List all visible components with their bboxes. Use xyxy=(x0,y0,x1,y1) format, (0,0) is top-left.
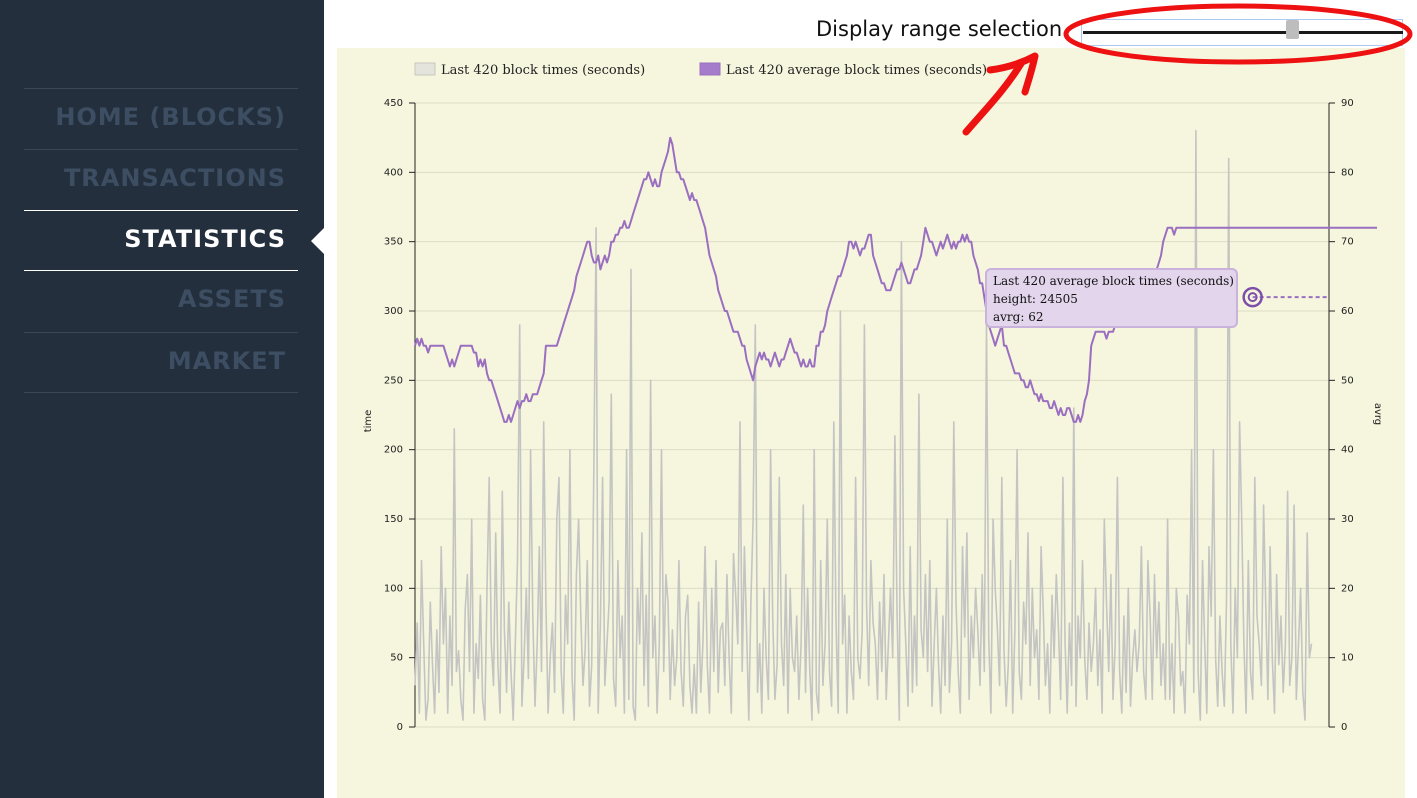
y2-tick-label: 30 xyxy=(1341,514,1354,525)
y2-tick-label: 50 xyxy=(1341,375,1354,386)
nav-item-label: MARKET xyxy=(167,347,286,375)
y-axis-title-time: time xyxy=(363,410,374,433)
block-times-chart[interactable]: 0 50 100 150 200 250 300 350 400 450 0 10 20 30 40 50 60… xyxy=(337,48,1405,798)
y2-tick-label: 0 xyxy=(1341,722,1347,733)
hover-marker-ring xyxy=(1242,286,1263,308)
y-tick-label: 100 xyxy=(384,583,403,594)
y-tick-label: 350 xyxy=(384,237,403,248)
legend-swatch-block-times[interactable] xyxy=(414,62,436,76)
hover-marker-dot xyxy=(1247,292,1258,303)
y2-tick-label: 20 xyxy=(1341,583,1354,594)
y-tick-label: 50 xyxy=(390,653,403,664)
y-tick-label: 400 xyxy=(384,167,403,178)
nav-item-label: TRANSACTIONS xyxy=(63,164,286,192)
nav-item-label: ASSETS xyxy=(177,285,286,313)
range-slider-thumb[interactable] xyxy=(1285,20,1299,39)
nav-item-transactions[interactable]: TRANSACTIONS xyxy=(24,149,298,210)
nav-item-label: STATISTICS xyxy=(124,225,286,253)
nav-item-label: HOME (BLOCKS) xyxy=(55,103,286,131)
tooltip-series-name: Last 420 average block times (seconds) xyxy=(993,274,1234,288)
nav-item-market[interactable]: MARKET xyxy=(24,332,298,393)
y-tick-label: 300 xyxy=(384,306,403,317)
tooltip-height: height: 24505 xyxy=(993,292,1078,306)
tooltip-avrg: avrg: 62 xyxy=(993,310,1044,324)
legend-label-average-block-times[interactable]: Last 420 average block times (seconds) xyxy=(726,63,987,78)
main-nav: HOME (BLOCKS) TRANSACTIONS STATISTICS AS… xyxy=(24,88,298,393)
y2-tick-label: 90 xyxy=(1341,98,1354,109)
y-tick-label: 250 xyxy=(384,375,403,386)
y2-axis-title-avrg: avrg xyxy=(1372,403,1383,425)
nav-item-home-blocks[interactable]: HOME (BLOCKS) xyxy=(24,88,298,149)
y2-tick-label: 40 xyxy=(1341,445,1354,456)
series-line-average-block-times[interactable] xyxy=(414,136,1377,423)
range-selection-label: Display range selection. xyxy=(816,17,1069,41)
y2-tick-label: 80 xyxy=(1341,167,1354,178)
y2-tick-label: 70 xyxy=(1341,237,1354,248)
legend-label-block-times[interactable]: Last 420 block times (seconds) xyxy=(441,63,645,78)
active-nav-pointer xyxy=(311,228,324,254)
series-line-block-times[interactable] xyxy=(414,129,1313,721)
nav-item-assets[interactable]: ASSETS xyxy=(24,271,298,332)
y-tick-label: 200 xyxy=(384,445,403,456)
range-slider-track[interactable] xyxy=(1083,31,1403,34)
nav-item-statistics[interactable]: STATISTICS xyxy=(24,210,298,271)
y-tick-label: 450 xyxy=(384,98,403,109)
sidebar: HOME (BLOCKS) TRANSACTIONS STATISTICS AS… xyxy=(0,0,324,798)
y2-tick-label: 10 xyxy=(1341,653,1354,664)
legend-swatch-average-block-times[interactable] xyxy=(699,62,721,76)
y-tick-label: 0 xyxy=(397,722,403,733)
y-tick-label: 150 xyxy=(384,514,403,525)
chart-panel: 0 50 100 150 200 250 300 350 400 450 0 10 20 30 40 50 60… xyxy=(337,48,1405,798)
y2-tick-label: 60 xyxy=(1341,306,1354,317)
chart-tooltip: Last 420 average block times (seconds) h… xyxy=(985,268,1238,328)
